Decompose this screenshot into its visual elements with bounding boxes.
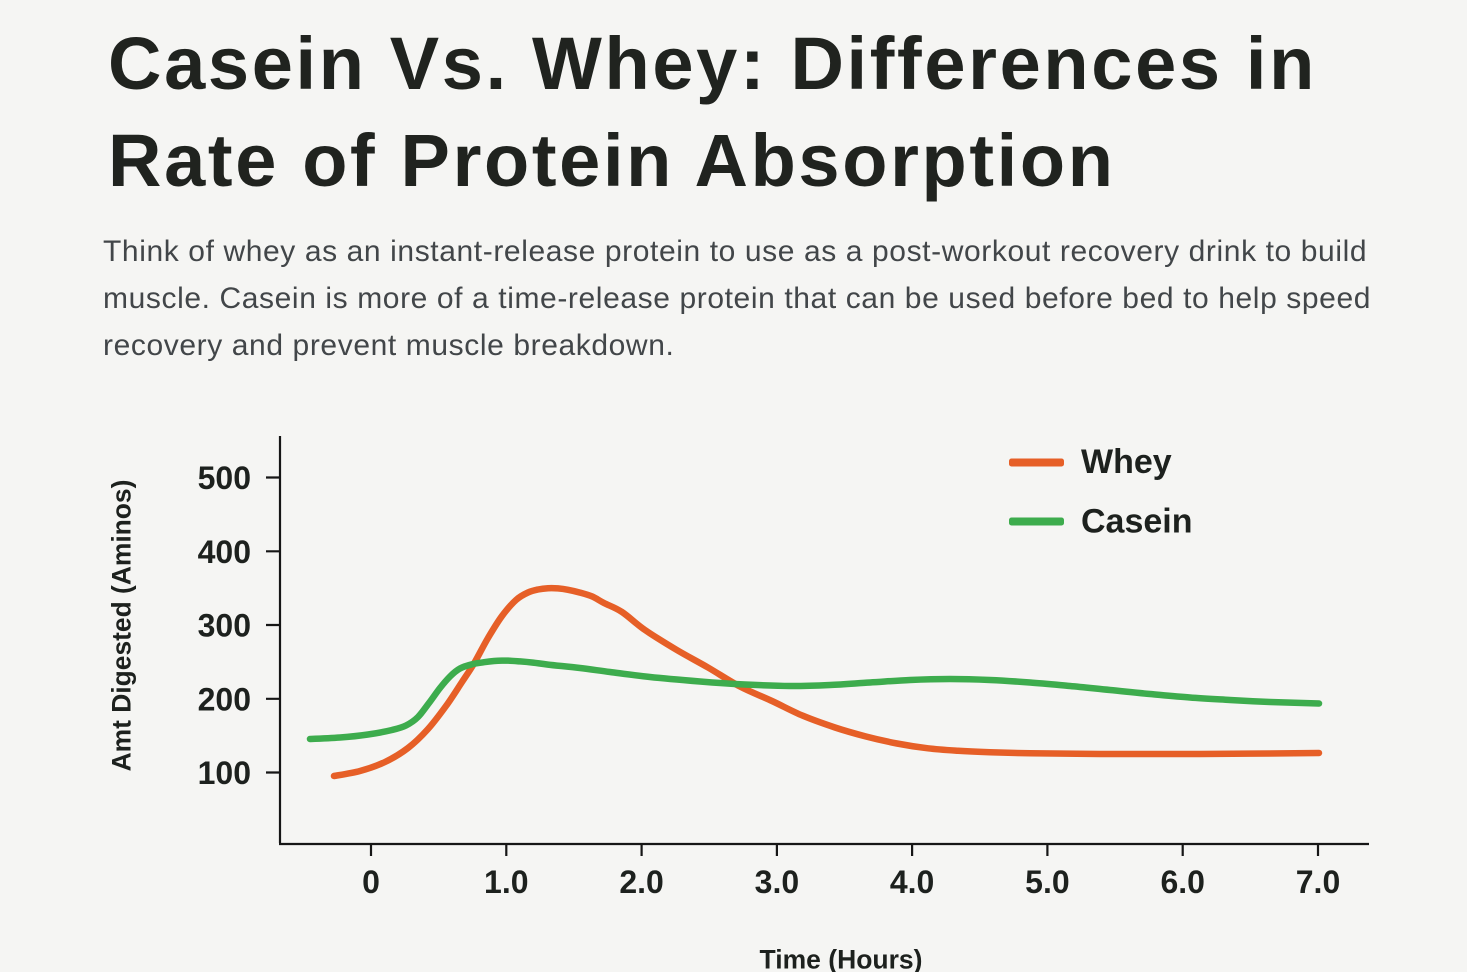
svg-text:500: 500 — [198, 460, 251, 496]
svg-text:Amt Digested (Aminos): Amt Digested (Aminos) — [107, 480, 137, 772]
svg-text:4.0: 4.0 — [890, 864, 934, 900]
svg-text:Time (Hours): Time (Hours) — [760, 945, 923, 972]
svg-text:2.0: 2.0 — [619, 864, 663, 900]
svg-text:400: 400 — [198, 534, 251, 570]
svg-text:0: 0 — [362, 864, 380, 900]
svg-text:3.0: 3.0 — [755, 864, 799, 900]
svg-text:100: 100 — [198, 755, 251, 791]
svg-text:7.0: 7.0 — [1296, 864, 1340, 900]
svg-text:6.0: 6.0 — [1160, 864, 1204, 900]
svg-text:1.0: 1.0 — [484, 864, 528, 900]
svg-text:5.0: 5.0 — [1025, 864, 1069, 900]
svg-text:300: 300 — [198, 608, 251, 644]
svg-text:200: 200 — [198, 681, 251, 717]
svg-text:Whey: Whey — [1081, 443, 1172, 481]
svg-text:Casein: Casein — [1081, 503, 1193, 541]
